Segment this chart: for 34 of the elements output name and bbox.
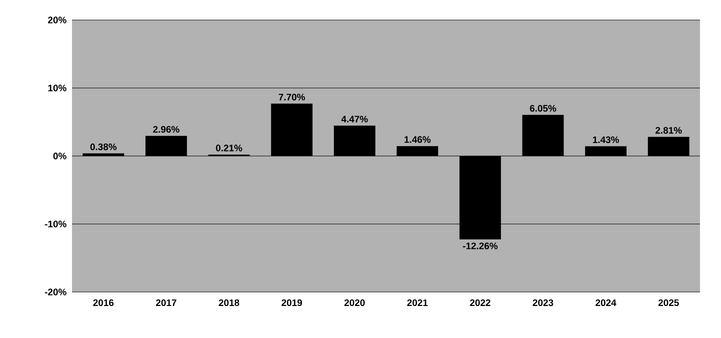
bar [648, 136, 690, 156]
y-tick-label: -20% [44, 288, 66, 296]
x-tick-label: 2017 [156, 299, 176, 306]
x-tick-label: 2025 [658, 299, 679, 306]
y-tick-label: -10% [44, 220, 66, 228]
bar [585, 146, 627, 156]
data-label: 1.46% [404, 136, 431, 143]
bar [145, 136, 187, 156]
x-tick-label: 2021 [407, 299, 428, 306]
x-tick-label: 2020 [344, 299, 365, 306]
data-label: 2.96% [153, 126, 180, 133]
x-tick-label: 2019 [282, 299, 302, 306]
data-label: 4.47% [341, 116, 368, 122]
bar [334, 126, 376, 156]
y-tick-label: 10% [48, 84, 66, 92]
data-label: 2.81% [656, 126, 682, 134]
x-tick-label: 2022 [470, 299, 490, 306]
data-label: 6.05% [530, 104, 556, 112]
bar [396, 146, 438, 156]
data-label: 7.70% [278, 94, 305, 100]
data-label: 0.38% [90, 144, 117, 150]
x-tick-label: 2016 [93, 299, 114, 306]
y-tick-label: 0% [53, 152, 66, 160]
bar [522, 114, 564, 156]
x-tick-label: 2024 [596, 299, 616, 306]
bar [271, 104, 313, 156]
y-tick-label: 20% [48, 16, 66, 24]
x-tick-label: 2018 [218, 299, 240, 306]
x-tick-label: 2023 [532, 299, 554, 306]
bar [82, 153, 124, 156]
data-label: 0.21% [216, 144, 242, 152]
bar [459, 156, 501, 240]
data-label: 1.43% [592, 136, 619, 144]
data-label: -12.26% [462, 242, 498, 250]
